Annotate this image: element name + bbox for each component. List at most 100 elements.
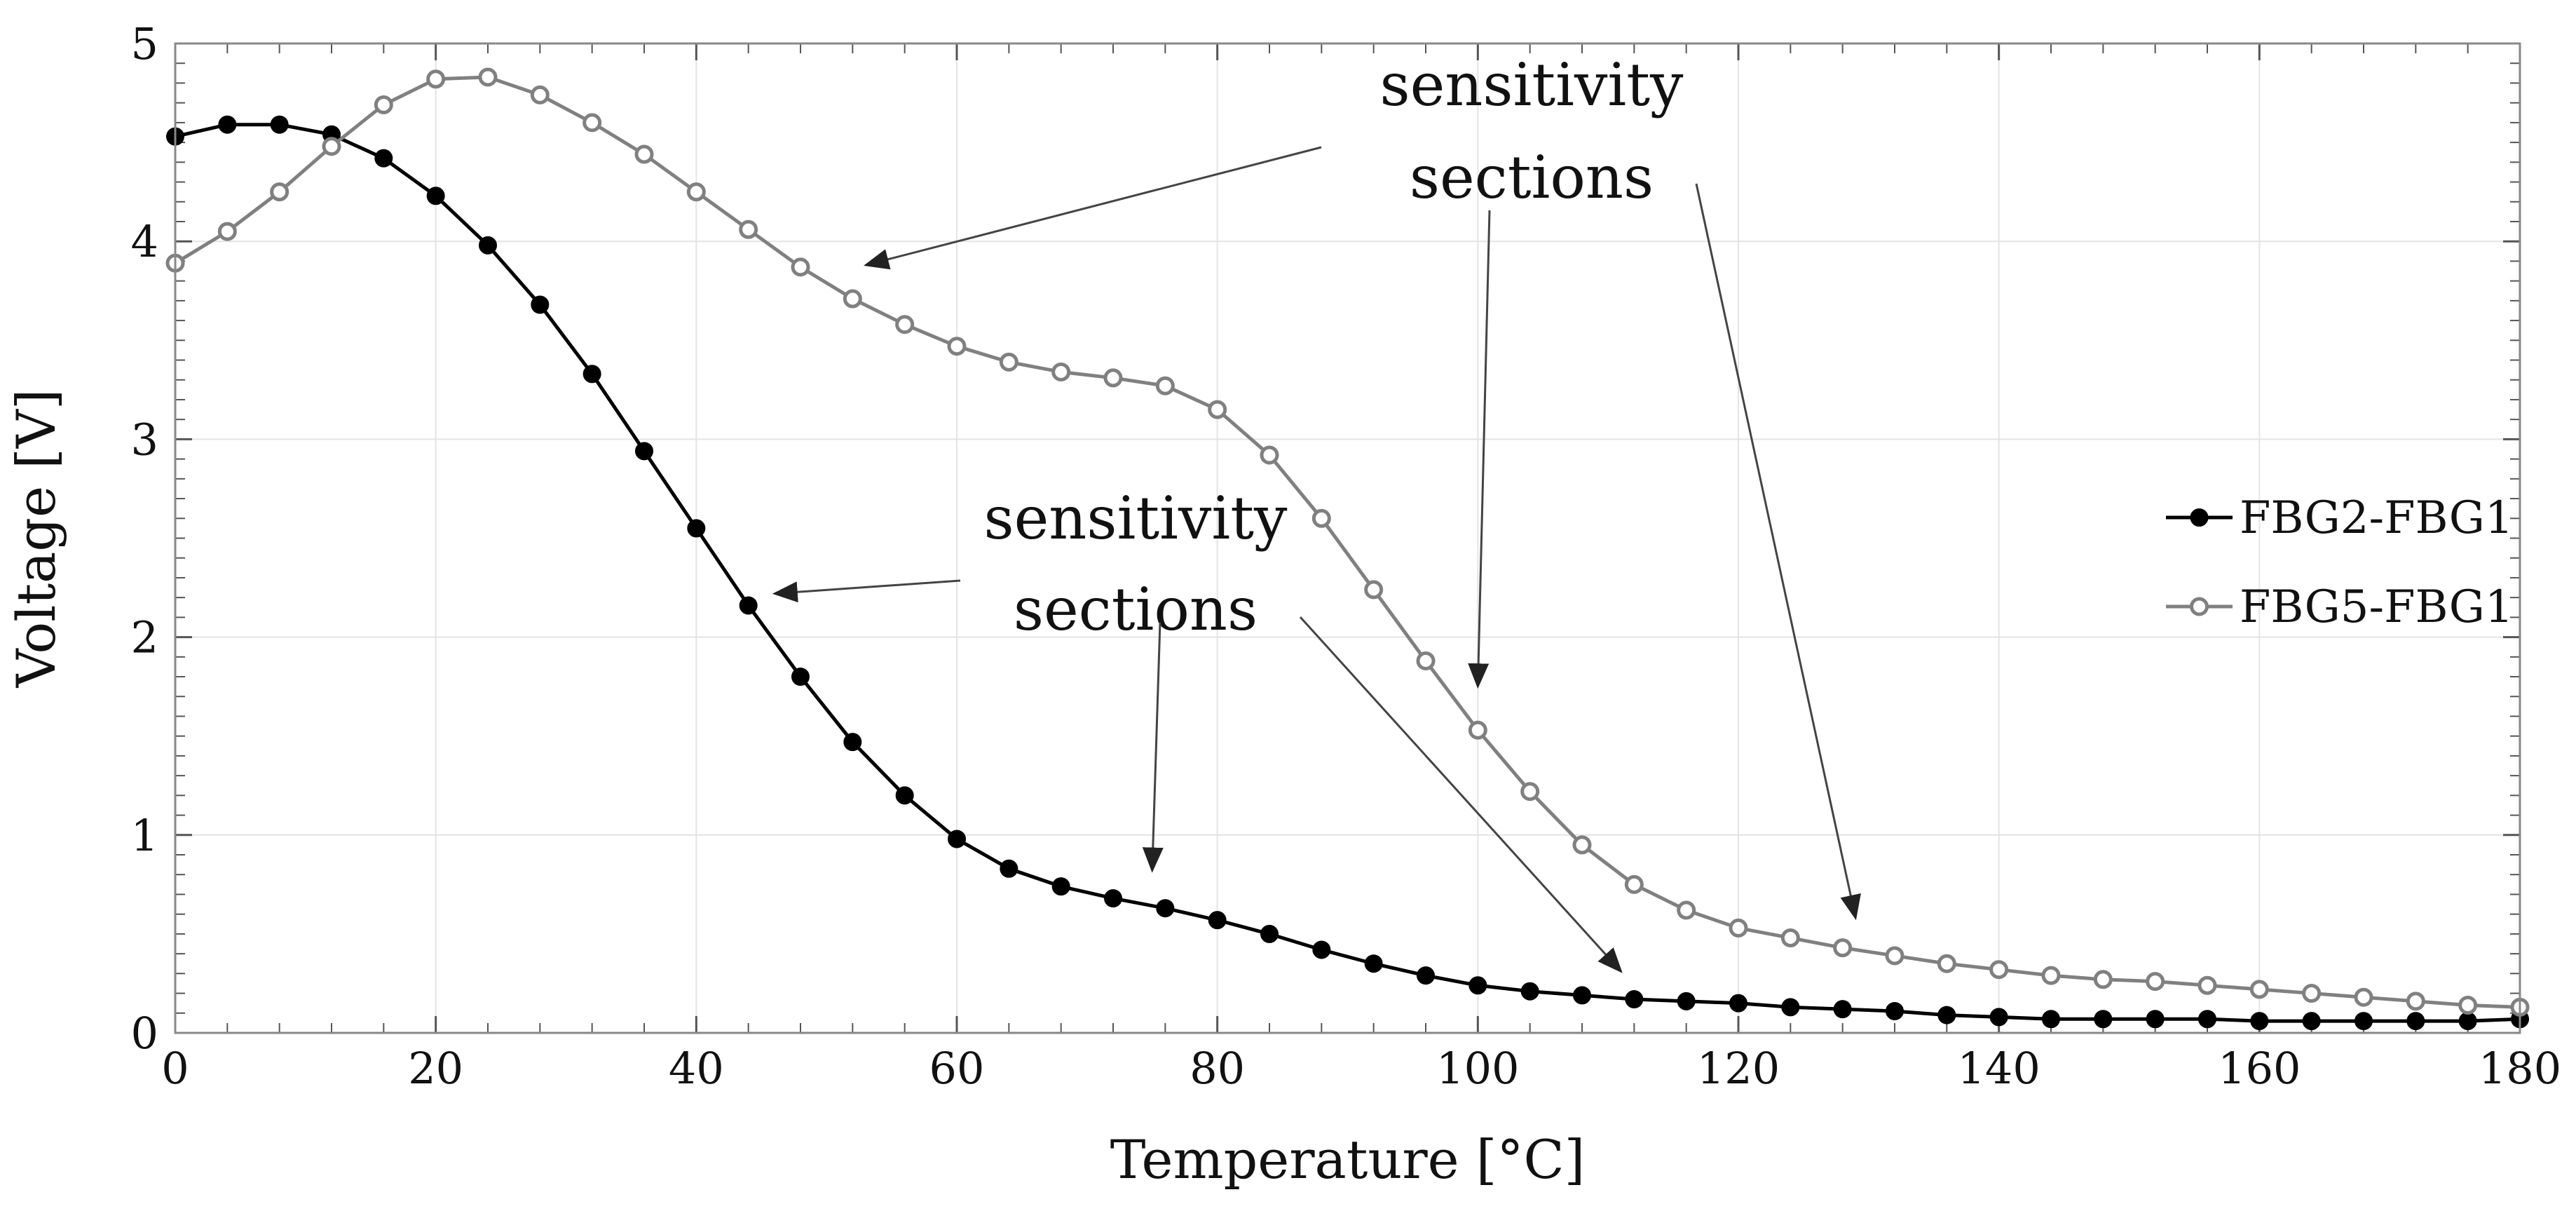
data-point xyxy=(1260,924,1279,943)
data-point xyxy=(1312,940,1331,959)
data-point xyxy=(217,222,237,241)
annotation-line2: sections xyxy=(1410,143,1654,212)
annotation-arrow xyxy=(1468,210,1491,689)
data-point xyxy=(218,115,237,134)
y-tick-label: 4 xyxy=(131,216,158,267)
data-point xyxy=(2406,992,2425,1011)
data-point xyxy=(791,668,810,686)
data-point xyxy=(739,596,758,615)
data-point xyxy=(2042,1010,2060,1029)
data-point xyxy=(2354,987,2373,1007)
data-point xyxy=(2302,1012,2321,1031)
y-axis-title: Voltage [V] xyxy=(5,389,67,689)
data-point xyxy=(2093,970,2113,989)
axis-ticks: 0 20 40 60 80 100 120 140 160 180 0 1 2 3 4 5 xyxy=(131,18,2562,1094)
data-point xyxy=(1833,938,1853,958)
annotation-line1: sensitivity xyxy=(1379,50,1684,119)
annotation-arrow xyxy=(772,579,961,603)
data-point xyxy=(1468,720,1487,740)
minor-ticks xyxy=(174,42,2521,1034)
data-point xyxy=(1989,1008,2008,1027)
series-line xyxy=(174,75,2521,1009)
x-tick-label: 160 xyxy=(2218,1043,2301,1094)
x-tick-label: 140 xyxy=(1957,1043,2040,1094)
data-point xyxy=(999,352,1018,372)
legend-marker xyxy=(2190,597,2209,616)
data-point xyxy=(895,786,914,805)
data-point xyxy=(1051,362,1071,381)
y-tick-label: 2 xyxy=(131,612,158,663)
data-point xyxy=(1051,877,1070,896)
annotation-line1: sensitivity xyxy=(983,484,1288,553)
annotation-arrow xyxy=(1695,183,1861,921)
data-point xyxy=(2249,980,2269,999)
data-point xyxy=(1364,954,1383,973)
data-point xyxy=(1937,954,1956,973)
data-point xyxy=(1989,960,2009,980)
data-point xyxy=(634,144,654,164)
data-point xyxy=(426,187,445,205)
legend-item: FBG5-FBG1 xyxy=(2166,581,2514,633)
annotations: sensitivity sections sensitivity sections xyxy=(772,50,1861,973)
grid xyxy=(175,43,2520,1033)
data-point xyxy=(1155,376,1175,395)
data-point xyxy=(2458,1012,2477,1031)
plot-frame xyxy=(174,42,2521,1034)
data-point xyxy=(1886,1001,1904,1020)
data-point xyxy=(686,182,706,202)
y-tick-label: 0 xyxy=(131,1008,158,1059)
data-point xyxy=(1104,889,1122,908)
data-point xyxy=(2406,1012,2425,1031)
data-point xyxy=(2354,1012,2373,1031)
data-point xyxy=(374,149,393,168)
data-point xyxy=(2250,1012,2269,1031)
annotation-sensitivity-sections: sensitivity sections xyxy=(772,484,1623,973)
x-tick-label: 180 xyxy=(2479,1043,2561,1094)
data-point xyxy=(843,733,862,752)
data-point xyxy=(1103,368,1123,388)
data-point xyxy=(2041,966,2061,985)
annotation-arrow xyxy=(864,146,1322,270)
data-point xyxy=(2094,1010,2113,1029)
data-point xyxy=(1677,900,1696,920)
data-point xyxy=(1520,782,1540,801)
data-point xyxy=(1311,508,1331,528)
y-tick-label: 3 xyxy=(131,414,158,465)
data-point xyxy=(322,137,341,156)
data-point xyxy=(687,519,706,538)
data-point xyxy=(1781,998,1800,1017)
data-point xyxy=(635,442,653,461)
data-point xyxy=(2197,975,2217,995)
data-point xyxy=(1416,651,1436,670)
x-tick-label: 60 xyxy=(929,1043,985,1094)
data-point xyxy=(1937,1006,1956,1024)
annotation-arrow xyxy=(1299,616,1623,973)
annotation-arrow xyxy=(1142,622,1164,873)
x-tick-label: 100 xyxy=(1436,1043,1519,1094)
x-tick-label: 120 xyxy=(1697,1043,1780,1094)
data-point xyxy=(2146,972,2165,992)
data-point xyxy=(374,95,393,114)
data-point xyxy=(1260,445,1279,465)
x-tick-label: 0 xyxy=(161,1043,189,1094)
series-layer xyxy=(165,67,2530,1031)
data-point xyxy=(2302,984,2322,1003)
data-point xyxy=(2198,1010,2216,1029)
data-point xyxy=(426,69,446,89)
data-point xyxy=(531,295,550,314)
data-point xyxy=(1468,976,1487,995)
legend-label: FBG2-FBG1 xyxy=(2240,492,2514,544)
data-point xyxy=(1000,859,1018,878)
data-point xyxy=(1729,918,1748,938)
y-tick-label: 5 xyxy=(131,18,158,69)
data-point xyxy=(1572,835,1592,855)
data-point xyxy=(270,115,289,134)
data-point xyxy=(947,337,967,356)
data-point xyxy=(1677,992,1696,1010)
y-tick-label: 1 xyxy=(131,810,158,861)
data-point xyxy=(1624,874,1644,894)
data-point xyxy=(1364,580,1384,600)
data-point xyxy=(1885,946,1904,966)
data-point xyxy=(1417,966,1435,985)
